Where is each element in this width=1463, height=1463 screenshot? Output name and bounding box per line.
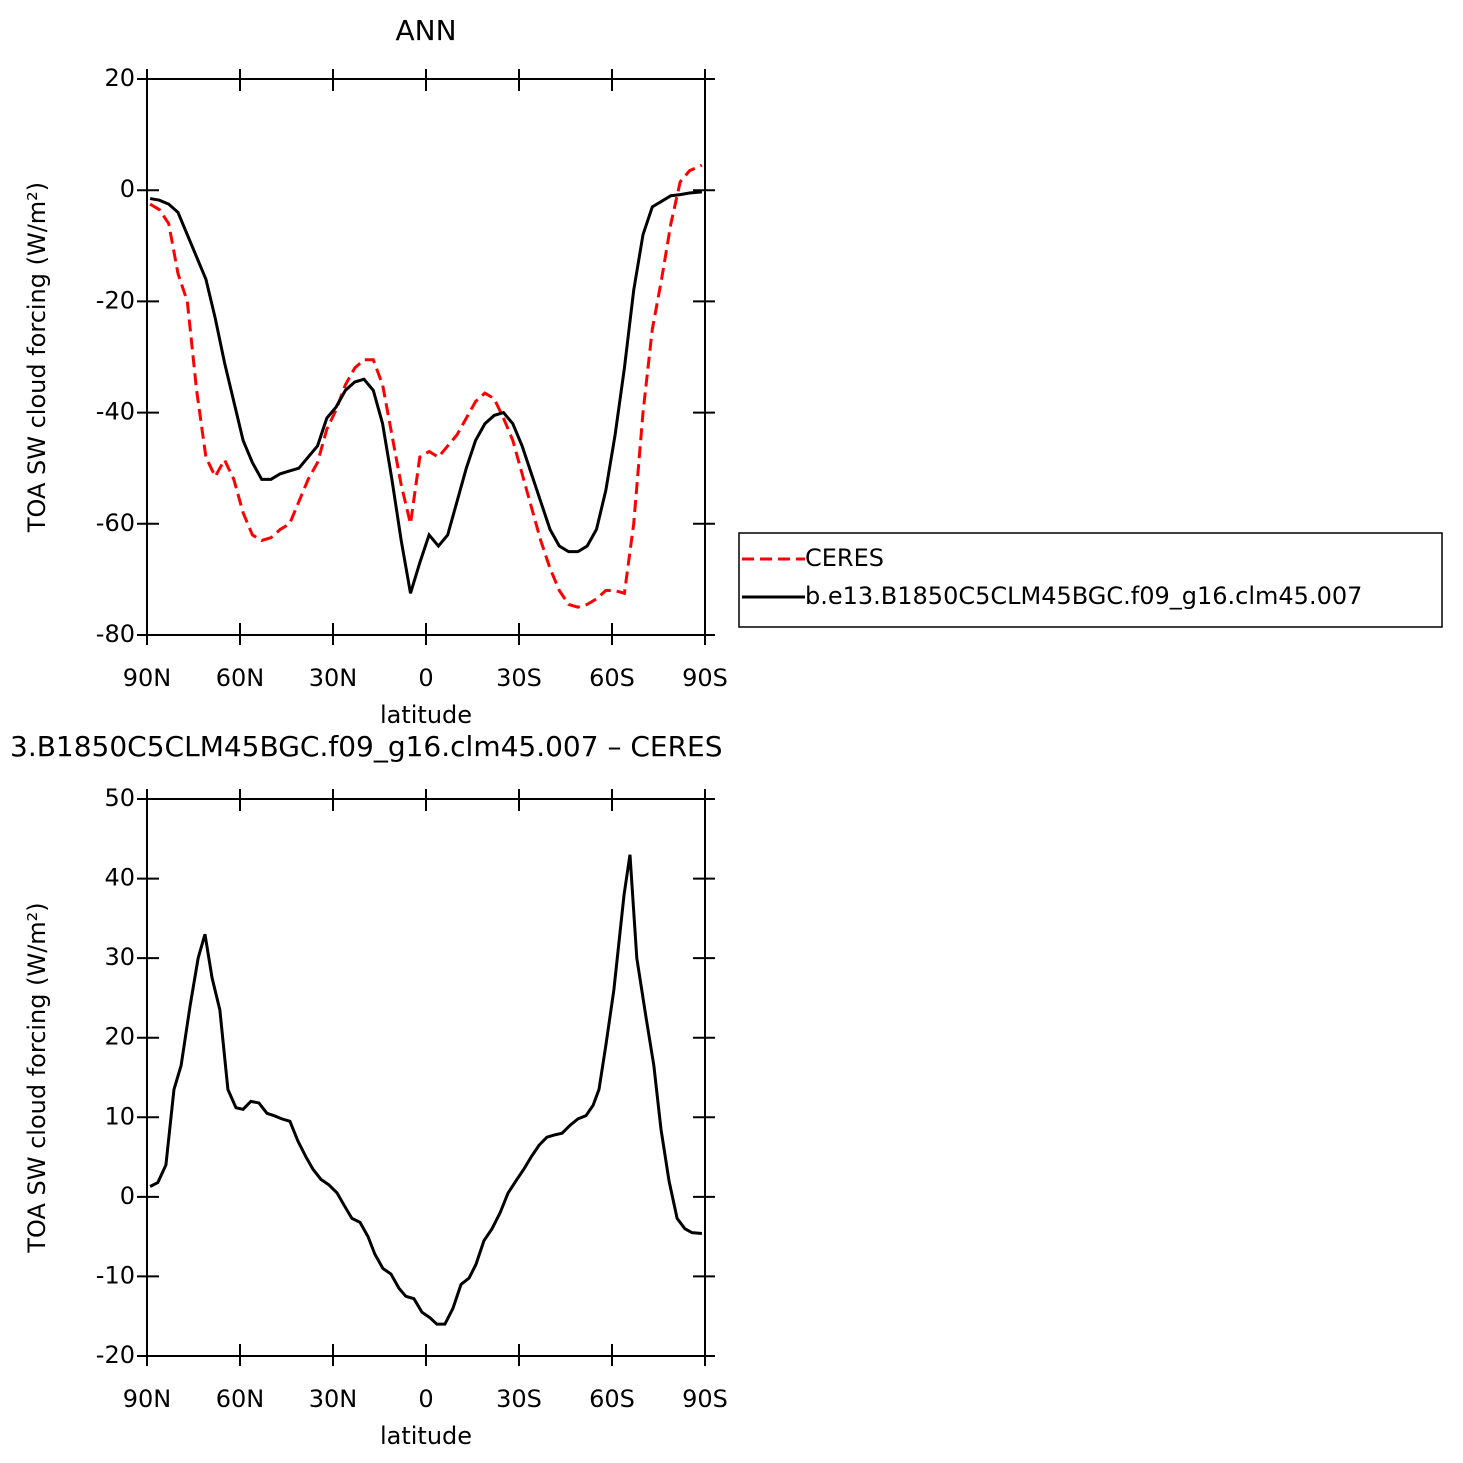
data-line bbox=[149, 854, 703, 1326]
x-tick-label: 60N bbox=[216, 664, 265, 692]
x-tick-label: 90N bbox=[123, 664, 172, 692]
x-tick-label: 60S bbox=[589, 1385, 635, 1413]
y-tick-label: -80 bbox=[96, 620, 135, 648]
x-tick-label: 90S bbox=[682, 664, 728, 692]
x-axis-label: latitude bbox=[380, 701, 472, 729]
y-tick-label: 0 bbox=[120, 175, 135, 203]
y-tick-label: -20 bbox=[96, 1341, 135, 1369]
data-line bbox=[149, 163, 703, 609]
y-tick-label: 20 bbox=[104, 64, 135, 92]
y-tick-label: 40 bbox=[104, 864, 135, 892]
x-tick-label: 0 bbox=[418, 664, 433, 692]
legend-label: b.e13.B1850C5CLM45BGC.f09_g16.clm45.007 bbox=[805, 582, 1362, 610]
y-tick-label: 0 bbox=[120, 1182, 135, 1210]
chart-title: ANN bbox=[395, 14, 456, 47]
data-line bbox=[149, 190, 703, 594]
legend-box bbox=[738, 532, 1443, 628]
x-tick-label: 60N bbox=[216, 1385, 265, 1413]
y-tick-label: 10 bbox=[104, 1102, 135, 1130]
x-tick-label: 30S bbox=[496, 1385, 542, 1413]
x-tick-label: 0 bbox=[418, 1385, 433, 1413]
y-tick-label: -40 bbox=[96, 398, 135, 426]
x-tick-label: 30N bbox=[309, 1385, 358, 1413]
x-tick-label: 30N bbox=[309, 664, 358, 692]
y-axis-label: TOA SW cloud forcing (W/m²) bbox=[23, 902, 51, 1253]
y-tick-label: -60 bbox=[96, 509, 135, 537]
y-tick-label: 50 bbox=[104, 784, 135, 812]
y-tick-label: -10 bbox=[96, 1261, 135, 1289]
legend-label: CERES bbox=[805, 544, 884, 572]
y-axis-label: TOA SW cloud forcing (W/m²) bbox=[23, 182, 51, 533]
x-axis-label: latitude bbox=[380, 1422, 472, 1450]
chart-title: 3.B1850C5CLM45BGC.f09_g16.clm45.007 – CE… bbox=[10, 730, 723, 763]
y-tick-label: 20 bbox=[104, 1023, 135, 1051]
x-tick-label: 30S bbox=[496, 664, 542, 692]
plot-frame bbox=[146, 798, 706, 1357]
y-tick-label: -20 bbox=[96, 286, 135, 314]
plot-frame bbox=[146, 78, 706, 636]
x-tick-label: 90N bbox=[123, 1385, 172, 1413]
y-tick-label: 30 bbox=[104, 943, 135, 971]
x-tick-label: 90S bbox=[682, 1385, 728, 1413]
x-tick-label: 60S bbox=[589, 664, 635, 692]
